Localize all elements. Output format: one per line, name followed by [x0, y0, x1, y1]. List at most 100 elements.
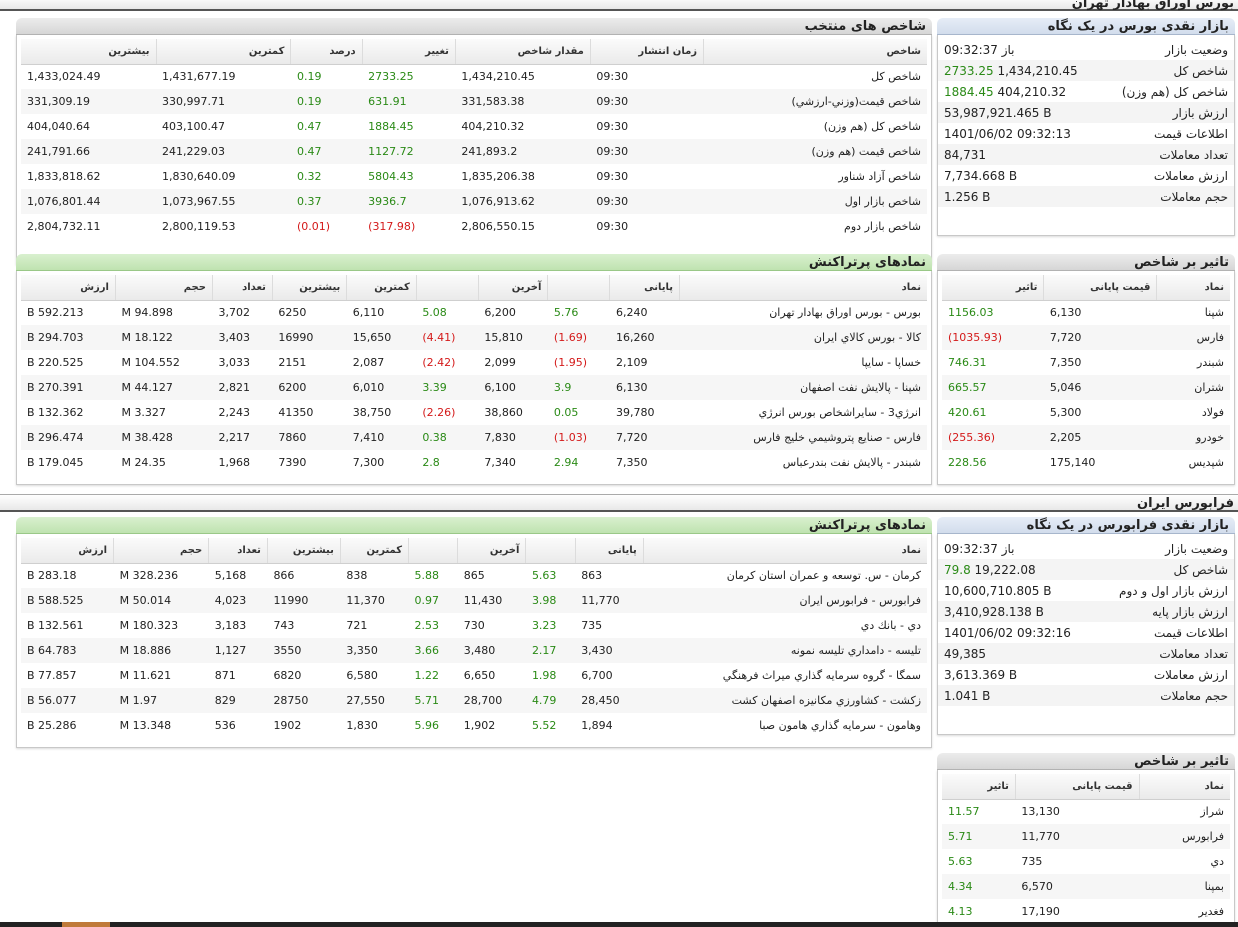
table-row[interactable]: شاخص بازار اول 09:30 1,076,913.62 3936.7 0.3…: [21, 189, 927, 214]
column-header[interactable]: [415, 275, 479, 301]
column-header[interactable]: [547, 275, 610, 301]
column-header[interactable]: مقدار شاخص: [454, 39, 591, 65]
column-header[interactable]: درصد: [290, 39, 363, 65]
table-row[interactable]: شاخص بازار دوم 09:30 2,806,550.15 (317.98) (…: [21, 214, 927, 239]
glance-value-cell: 10,600,710.805 B: [938, 580, 1113, 601]
column-header[interactable]: تاثیر: [942, 275, 1044, 301]
impact-symbol: شپديس: [1188, 456, 1224, 469]
column-header[interactable]: ارزش: [21, 275, 116, 301]
table-row[interactable]: شراز 13,130 11.57: [942, 799, 1230, 824]
column-header[interactable]: تعداد: [211, 275, 273, 301]
table-row[interactable]: شپنا 6,130 1156.03: [942, 300, 1230, 325]
column-header[interactable]: پایانی: [609, 275, 680, 301]
section-title-farabourse: فرابورس ایران: [0, 494, 1238, 512]
table-row[interactable]: شاخص كل (هم وزن) 09:30 404,210.32 1884.45 0.…: [21, 114, 927, 139]
column-header[interactable]: آخرین: [477, 275, 548, 301]
column-header[interactable]: ارزش: [21, 538, 114, 564]
glance-value-cell: باز 09:32:37: [938, 39, 1116, 60]
taskbar-button[interactable]: [62, 922, 110, 927]
trade-volume: 104.552 M: [121, 356, 180, 369]
column-header[interactable]: پایانی: [574, 538, 644, 564]
last-price: 28,700: [457, 688, 526, 713]
trade-volume: 50.014 M: [113, 588, 209, 613]
glance-label: حجم معاملات: [1113, 685, 1234, 706]
table-row[interactable]: شبندر 7,350 746.31: [942, 350, 1230, 375]
table-row[interactable]: شاخص آزاد شناور 09:30 1,835,206.38 5804.43 0…: [21, 164, 927, 189]
glance-row: ارزش بازار 53,987,921.465 B: [938, 102, 1234, 123]
table-row[interactable]: شاخص قيمت(وزني-ارزشي) 09:30 331,583.38 631.…: [21, 89, 927, 114]
table-row[interactable]: فرابورس - فرابورس ايران 11,770 3.98 11,430 0…: [21, 588, 927, 613]
table-row[interactable]: انرژي3 - سايراشخاص بورس انرژي 39,780 0.05 3…: [21, 400, 927, 425]
trade-value: 220.525 B: [27, 356, 84, 369]
table-row[interactable]: بورس - بورس اوراق بهادار تهران 6,240 5.76 6…: [21, 300, 927, 325]
table-row[interactable]: دي - بانك دي 735 3.23 730 2.53 721 743 3,183 180…: [21, 613, 927, 638]
table-row[interactable]: شاخص كل 09:30 1,434,210.45 2733.25 0.19 1,431…: [21, 64, 927, 89]
table-row[interactable]: خساپا - سايپا 2,109 (1.95) 2,099 (2.42) 2,087…: [21, 350, 927, 375]
column-header[interactable]: بیشترین: [21, 39, 156, 65]
trade-volume: 94.898 M: [121, 306, 173, 320]
index-value: 2,806,550.15: [461, 220, 535, 233]
table-row[interactable]: زكشت - كشاورزي مكانيزه اصفهان كشت 28,450 4…: [21, 688, 927, 713]
column-header[interactable]: [408, 538, 458, 564]
column-header[interactable]: نماد: [1138, 774, 1230, 800]
table-row[interactable]: فغدير 17,190 4.13: [942, 899, 1230, 924]
column-header[interactable]: نماد: [642, 538, 927, 564]
column-header[interactable]: نماد: [679, 275, 927, 301]
last-percent: 5.08: [422, 306, 447, 320]
close-percent: 1.98: [531, 669, 557, 682]
table-row[interactable]: فارس - صنايع پتروشيمي خليج فارس 7,720 (1.0…: [21, 425, 927, 450]
table-row[interactable]: فارس 7,720 (1035.93): [942, 325, 1230, 350]
index-name: شاخص قيمت (هم وزن): [703, 139, 927, 164]
table-row[interactable]: شتران 5,046 665.57: [942, 375, 1230, 400]
column-header[interactable]: تعداد: [208, 538, 268, 564]
column-header[interactable]: تاثیر: [942, 774, 1016, 800]
glance-value: 19,222.08: [974, 562, 1036, 577]
column-header[interactable]: حجم: [113, 538, 209, 564]
close-price: 6,700: [581, 669, 613, 682]
glance-change: 2733.25: [944, 63, 994, 78]
glance-value: 3,410,928.138 B: [944, 604, 1044, 619]
table-row[interactable]: شپديس 175,140 228.56: [942, 450, 1230, 475]
table-row[interactable]: كالا - بورس كالاي ايران 16,260 (1.69) 15,81…: [21, 325, 927, 350]
last-percent: 5.71: [408, 688, 458, 713]
max-price: 16990: [272, 325, 347, 350]
column-header[interactable]: کمترین: [339, 538, 409, 564]
table-row[interactable]: سمگا - گروه سرمايه گذاري ميراث فرهنگي 6,7…: [21, 663, 927, 688]
table-row[interactable]: كرمان - س. توسعه و عمران استان كرمان 863 5…: [21, 563, 927, 588]
column-header[interactable]: زمان انتشار: [589, 39, 704, 65]
column-header[interactable]: حجم: [114, 275, 213, 301]
table-row[interactable]: شپنا - پالايش نفت اصفهان 6,130 3.9 6,100 3.3…: [21, 375, 927, 400]
table-row[interactable]: فرابورس 11,770 5.71: [942, 824, 1230, 849]
column-header[interactable]: کمترین: [346, 275, 417, 301]
table-row[interactable]: دي 735 5.63: [942, 849, 1230, 874]
close-price: 1,894: [581, 719, 613, 732]
table-row[interactable]: شبندر - پالايش نفت بندرعباس 7,350 2.94 7,34…: [21, 450, 927, 475]
column-header[interactable]: بیشترین: [271, 275, 347, 301]
column-header[interactable]: آخرین: [457, 538, 526, 564]
column-header[interactable]: نماد: [1156, 275, 1230, 301]
panel-title: نمادهای پرتراکنش: [16, 254, 932, 271]
max-price: 6200: [272, 375, 347, 400]
column-header[interactable]: قیمت پایانی: [1043, 275, 1157, 301]
table-row[interactable]: وهامون - سرمايه گذاري هامون صبا 1,894 5.52…: [21, 713, 927, 738]
column-header[interactable]: شاخص: [703, 39, 927, 65]
table-row[interactable]: فولاد 5,300 420.61: [942, 400, 1230, 425]
column-header[interactable]: بیشترین: [266, 538, 341, 564]
glance-label: شاخص کل (هم وزن): [1121, 84, 1228, 99]
impact-close-price: 5,300: [1049, 406, 1082, 419]
column-header[interactable]: تغییر: [361, 39, 456, 65]
table-row[interactable]: خودرو 2,205 (255.36): [942, 425, 1230, 450]
column-header[interactable]: کمترین: [155, 39, 291, 65]
column-header[interactable]: قیمت پایانی: [1014, 774, 1140, 800]
symbol-name: فرابورس - فرابورس ايران: [643, 588, 927, 613]
table-row[interactable]: تليسه - دامداري تليسه نمونه 3,430 2.17 3,48…: [21, 638, 927, 663]
table-row[interactable]: بمپنا 6,570 4.34: [942, 874, 1230, 899]
tehran-top-symbols-panel: نمادهای پرتراکنش نماد پایانی آخرین کمترین بی…: [16, 254, 932, 485]
table-row[interactable]: شاخص قيمت (هم وزن) 09:30 241,893.2 1127.72 0…: [21, 139, 927, 164]
impact-value: 4.13: [948, 905, 973, 918]
glance-value: 404,210.32: [997, 84, 1067, 99]
glance-label: تعداد معاملات: [1113, 643, 1234, 664]
table-header-row: نماد قیمت پایانی تاثیر: [942, 275, 1230, 301]
glance-value-cell: 3,410,928.138 B: [938, 601, 1114, 622]
column-header[interactable]: [525, 538, 576, 564]
